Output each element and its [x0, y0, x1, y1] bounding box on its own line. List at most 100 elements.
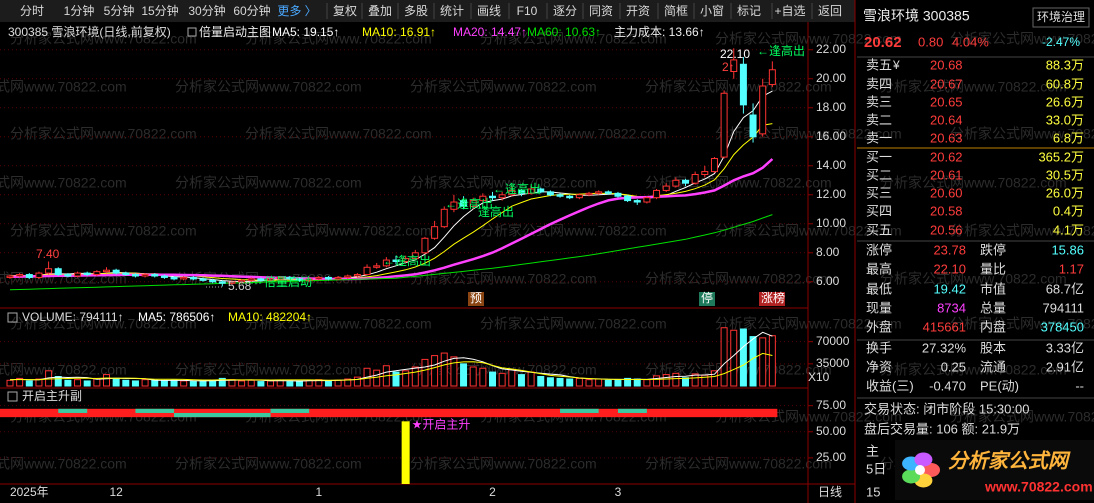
stat-label: 外盘 — [866, 319, 892, 334]
candle-body — [614, 192, 622, 197]
stat-label: 现量 — [866, 300, 892, 315]
candle-body — [238, 279, 246, 283]
watermarks: 分析家公式网www.70822.com 分析家公式网www.70822.com 分析… — [0, 31, 1094, 472]
legend-entry: MA60: 10.63↑ — [527, 25, 601, 39]
candle-body — [218, 281, 226, 284]
sector[interactable]: 环境治理 — [1037, 9, 1085, 24]
volume-bar — [682, 377, 689, 387]
candle-body — [189, 276, 197, 280]
signal-segment — [135, 408, 175, 413]
x-tick-label: 3 — [615, 485, 622, 499]
candle-body — [768, 69, 776, 86]
volume-bar — [16, 377, 24, 387]
candle-body — [276, 276, 284, 280]
tool-button[interactable]: 复权 — [333, 4, 357, 18]
ma-line — [9, 214, 773, 291]
watermark: 分析家公式网www.70822.com — [950, 316, 1094, 332]
candle-body — [672, 179, 680, 187]
volume-bar — [392, 371, 400, 387]
period-tab[interactable]: 30分钟 — [188, 3, 225, 18]
stat-value: 2.91亿 — [1046, 359, 1084, 374]
tool-button[interactable]: 多股 — [404, 4, 428, 18]
period-tab[interactable]: 1分钟 — [64, 3, 95, 18]
period-tab[interactable]: 15分钟 — [141, 3, 178, 18]
watermark: 分析家公式网www.70822.com — [480, 223, 667, 239]
watermark: 分析家公式网www.70822.com — [10, 316, 197, 332]
y-tick-label: 22.00 — [816, 42, 846, 56]
tool-button[interactable]: +自选 — [774, 4, 805, 18]
tool-button[interactable]: 同资 — [589, 4, 613, 18]
tool-button[interactable]: 小窗 — [700, 4, 724, 18]
badge: 停 — [701, 290, 713, 305]
volume-bar — [662, 374, 670, 387]
candle-body — [160, 275, 168, 278]
book-volume: 88.3万 — [1046, 57, 1084, 72]
candle-body — [450, 201, 458, 210]
sector-change: -2.47% — [1042, 35, 1080, 49]
candle-body — [739, 63, 747, 106]
tool-button[interactable]: 叠加 — [368, 4, 392, 18]
candle-body — [604, 191, 612, 194]
stat-label: 净资 — [866, 359, 892, 374]
tool-button[interactable]: 逐分 — [553, 4, 577, 18]
candle-body — [421, 237, 429, 254]
annotation: ←逢高出 — [383, 253, 431, 268]
volume-bar — [103, 374, 110, 387]
watermark: 分析家公式网www.70822.com — [410, 271, 597, 287]
stat-value: 3.33亿 — [1046, 340, 1084, 355]
x-tick-label: 2025年 — [10, 485, 49, 499]
candle-body — [517, 189, 525, 194]
legend-entry: MA5: 19.15↑ — [272, 25, 339, 39]
tool-button[interactable]: 标记 — [737, 4, 761, 18]
candle-body — [209, 279, 217, 283]
candle-body — [595, 191, 603, 194]
candle-body — [556, 194, 564, 197]
x-tick-label: 2 — [489, 485, 496, 499]
annotation: 倍量启动 — [264, 274, 312, 289]
book-price: 20.56 — [930, 222, 963, 237]
candle-body — [730, 59, 738, 73]
book-label: 卖三 — [866, 94, 892, 109]
trade-status: 交易状态: 闭市阶段 15:30:00 — [864, 401, 1029, 416]
volume-bar — [517, 374, 525, 387]
candle-body — [749, 114, 757, 138]
volume-bar — [189, 381, 197, 387]
tool-button[interactable]: 返回 — [818, 4, 842, 18]
volume-bar — [479, 367, 487, 387]
stat-value: -- — [1075, 378, 1084, 393]
candle-body — [199, 278, 207, 281]
tool-button[interactable]: F10 — [517, 4, 538, 18]
volume-bar — [498, 372, 506, 387]
tool-button[interactable]: 统计 — [440, 4, 464, 18]
period-tab[interactable]: 60分钟 — [233, 3, 270, 18]
stat-label: 量比 — [980, 261, 1006, 276]
stat-value: 68.7亿 — [1046, 281, 1084, 296]
book-price: 20.67 — [930, 76, 963, 91]
y-tick-label: 8.00 — [816, 245, 840, 259]
watermark: 分析家公式网www.70822.com — [950, 409, 1094, 425]
tool-button[interactable]: 简框 — [664, 4, 688, 18]
volume-bar — [508, 369, 516, 387]
signal-segment — [617, 408, 647, 413]
candle-body — [382, 259, 390, 267]
watermark: 分析家公式网www.70822.com — [480, 126, 667, 142]
more-tab[interactable]: 更多 〉 — [277, 4, 316, 18]
stat-value: 27.32% — [922, 340, 967, 355]
stat-label: 股本 — [980, 340, 1006, 355]
book-volume: 365.2万 — [1038, 149, 1084, 164]
period-tab[interactable]: 分时 — [20, 4, 44, 18]
book-price: 20.65 — [930, 94, 963, 109]
candle-body — [575, 194, 583, 199]
candle-body — [25, 274, 33, 278]
volume-bar — [566, 378, 574, 387]
tool-button[interactable]: 画线 — [477, 4, 501, 18]
volume-ma-line — [9, 352, 773, 381]
volume-bar — [672, 372, 680, 387]
candle-body — [74, 272, 82, 277]
book-label: 买二 — [866, 167, 892, 182]
tool-button[interactable]: 开资 — [626, 4, 650, 18]
stock-name: 雪浪环境 300385 — [863, 8, 970, 24]
stat-value: 1.17 — [1059, 261, 1084, 276]
period-tab[interactable]: 5分钟 — [104, 3, 135, 18]
stat-value: 0.25 — [941, 359, 966, 374]
